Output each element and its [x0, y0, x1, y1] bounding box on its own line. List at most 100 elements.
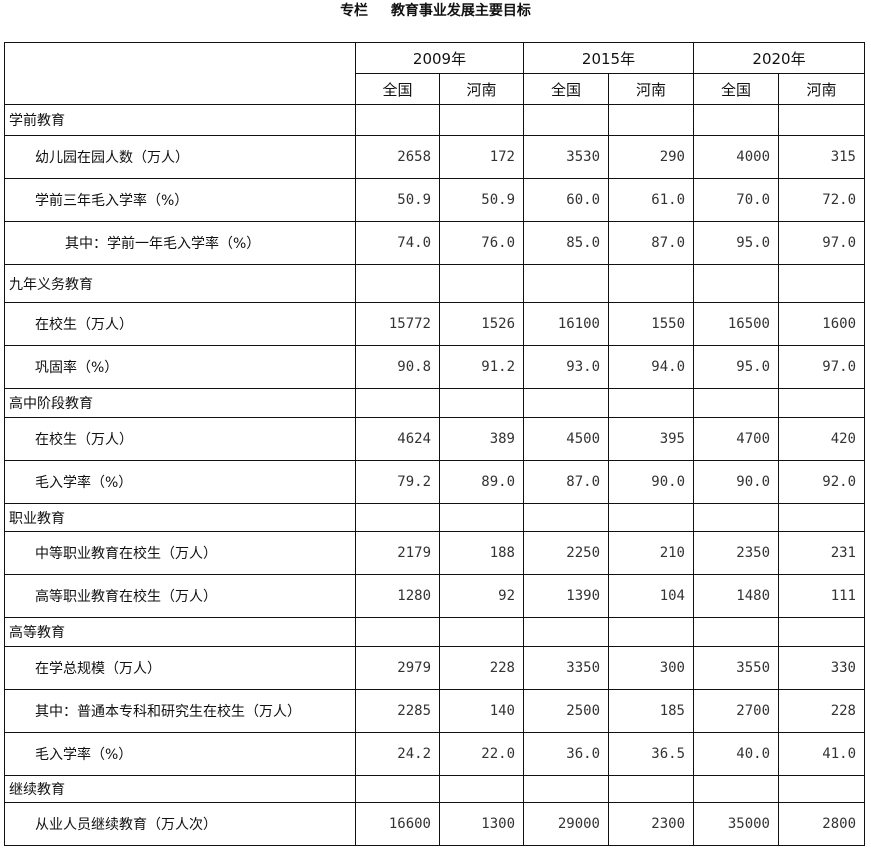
value-cell: 2300 — [608, 802, 694, 846]
row-label: 其中：学前一年毛入学率（%） — [4, 221, 356, 265]
value-cell: 90.0 — [608, 460, 694, 504]
value-cell — [778, 617, 865, 647]
value-cell: 389 — [439, 417, 524, 461]
value-cell: 4700 — [693, 417, 779, 461]
value-cell — [778, 104, 865, 136]
value-cell — [355, 775, 440, 803]
value-cell: 74.0 — [355, 221, 440, 265]
value-cell: 16600 — [355, 802, 440, 846]
value-cell: 94.0 — [608, 345, 694, 389]
value-cell: 111 — [778, 574, 865, 618]
value-cell: 3350 — [523, 646, 609, 690]
value-cell: 79.2 — [355, 460, 440, 504]
section-label: 学前教育 — [4, 104, 356, 136]
value-cell: 3530 — [523, 135, 609, 179]
value-cell: 1600 — [778, 302, 865, 346]
page-title: 专栏 教育事业发展主要目标 — [0, 0, 871, 22]
table-row: 毛入学率（%） 79.2 89.0 87.0 90.0 90.0 92.0 — [4, 460, 865, 504]
value-cell — [608, 264, 694, 303]
region-header: 全国 — [693, 73, 779, 105]
value-cell: 2658 — [355, 135, 440, 179]
section-row: 九年义务教育 — [4, 264, 865, 303]
value-cell: 60.0 — [523, 178, 609, 222]
value-cell — [778, 775, 865, 803]
value-cell — [523, 104, 609, 136]
region-header: 全国 — [355, 73, 440, 105]
header-row-regions: 全国 河南 全国 河南 全国 河南 — [5, 73, 865, 105]
value-cell: 2250 — [523, 531, 609, 575]
value-cell: 87.0 — [523, 460, 609, 504]
section-label: 职业教育 — [4, 503, 356, 532]
table-row: 在校生（万人） 4624 389 4500 395 4700 420 — [4, 417, 865, 461]
table-row: 高等职业教育在校生（万人） 1280 92 1390 104 1480 111 — [4, 574, 865, 618]
title-text: 教育事业发展主要目标 — [390, 3, 531, 19]
table-row: 学前三年毛入学率（%） 50.9 50.9 60.0 61.0 70.0 72.0 — [4, 178, 865, 222]
row-label: 在学总规模（万人） — [4, 646, 356, 690]
region-header: 河南 — [608, 73, 694, 105]
value-cell: 2179 — [355, 531, 440, 575]
value-cell: 95.0 — [693, 221, 779, 265]
section-row: 继续教育 — [4, 775, 865, 803]
value-cell: 210 — [608, 531, 694, 575]
section-label: 继续教育 — [4, 775, 356, 803]
header-row-years: 2009年 2015年 2020年 — [4, 42, 865, 105]
region-header: 河南 — [439, 73, 524, 105]
table-row: 在校生（万人） 15772 1526 16100 1550 16500 1600 — [4, 302, 865, 346]
value-cell: 91.2 — [439, 345, 524, 389]
value-cell: 90.8 — [355, 345, 440, 389]
value-cell — [608, 775, 694, 803]
value-cell: 1550 — [608, 302, 694, 346]
table-row: 在学总规模（万人） 2979 228 3350 300 3550 330 — [4, 646, 865, 690]
value-cell: 41.0 — [778, 732, 865, 776]
value-cell — [523, 388, 609, 418]
value-cell: 228 — [439, 646, 524, 690]
value-cell — [693, 503, 779, 532]
row-label: 其中：普通本专科和研究生在校生（万人） — [4, 689, 356, 733]
section-row: 高中阶段教育 — [4, 388, 865, 418]
section-label: 高等教育 — [4, 617, 356, 647]
value-cell — [439, 104, 524, 136]
year-header: 2009年 — [355, 42, 524, 74]
value-cell: 92 — [439, 574, 524, 618]
row-label: 毛入学率（%） — [4, 732, 356, 776]
value-cell — [523, 503, 609, 532]
value-cell — [355, 104, 440, 136]
table-row: 毛入学率（%） 24.2 22.0 36.0 36.5 40.0 41.0 — [4, 732, 865, 776]
value-cell: 1526 — [439, 302, 524, 346]
value-cell: 16500 — [693, 302, 779, 346]
value-cell: 228 — [778, 689, 865, 733]
value-cell: 61.0 — [608, 178, 694, 222]
value-cell: 76.0 — [439, 221, 524, 265]
value-cell — [693, 775, 779, 803]
education-targets-table: 2009年 2015年 2020年 全国 河南 全国 河南 全国 河南 学前教育… — [4, 42, 865, 846]
value-cell — [608, 104, 694, 136]
year-header: 2020年 — [693, 42, 865, 74]
value-cell: 1300 — [439, 802, 524, 846]
value-cell — [439, 617, 524, 647]
value-cell: 29000 — [523, 802, 609, 846]
value-cell: 315 — [778, 135, 865, 179]
value-cell — [693, 264, 779, 303]
value-cell — [439, 264, 524, 303]
value-cell: 35000 — [693, 802, 779, 846]
section-label: 九年义务教育 — [4, 264, 356, 303]
value-cell — [355, 264, 440, 303]
value-cell: 85.0 — [523, 221, 609, 265]
value-cell: 1280 — [355, 574, 440, 618]
value-cell: 70.0 — [693, 178, 779, 222]
row-label: 在校生（万人） — [4, 302, 356, 346]
value-cell: 16100 — [523, 302, 609, 346]
value-cell: 172 — [439, 135, 524, 179]
value-cell: 420 — [778, 417, 865, 461]
value-cell — [523, 264, 609, 303]
value-cell: 188 — [439, 531, 524, 575]
value-cell: 50.9 — [439, 178, 524, 222]
value-cell — [355, 617, 440, 647]
region-header: 全国 — [523, 73, 609, 105]
title-prefix: 专栏 — [340, 3, 369, 19]
section-row: 学前教育 — [4, 104, 865, 136]
value-cell: 2700 — [693, 689, 779, 733]
row-label: 从业人员继续教育（万人次） — [4, 802, 356, 846]
value-cell — [778, 503, 865, 532]
value-cell — [693, 388, 779, 418]
